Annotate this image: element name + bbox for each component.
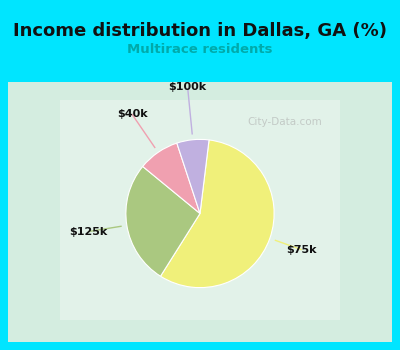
Bar — [8, 82, 392, 342]
Text: Income distribution in Dallas, GA (%): Income distribution in Dallas, GA (%) — [13, 22, 387, 40]
Wedge shape — [177, 139, 209, 214]
Text: City-Data.com: City-Data.com — [248, 117, 322, 127]
Text: Multirace residents: Multirace residents — [127, 43, 273, 56]
Text: $100k: $100k — [168, 82, 207, 92]
Text: $125k: $125k — [70, 226, 108, 237]
Bar — [60, 100, 340, 320]
Wedge shape — [160, 140, 274, 288]
Wedge shape — [126, 167, 200, 276]
Text: $40k: $40k — [117, 110, 148, 119]
Text: $75k: $75k — [286, 245, 316, 254]
Wedge shape — [143, 143, 200, 214]
